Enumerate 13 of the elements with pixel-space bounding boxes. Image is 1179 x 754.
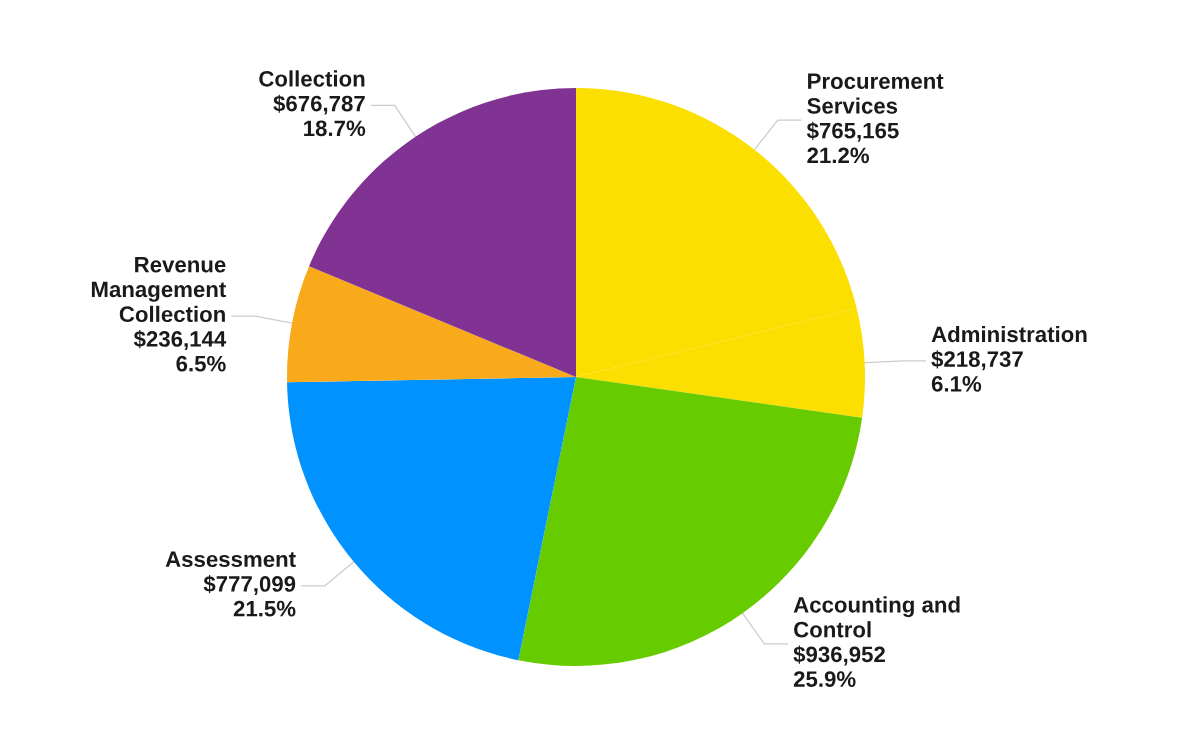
slice-label: Revenue Management Collection [91,256,226,323]
data-label: $765,165 21.2% [806,121,899,164]
slice-label: Procurement Services [807,73,944,114]
data-label: $936,952 25.9% [793,645,885,687]
data-label: $676,787 18.7% [273,94,366,137]
slice-label: Assessment [165,551,296,568]
slice-label: Collection [259,70,365,87]
slice-label: Administration [931,325,1087,343]
data-label: $218,737 6.1% [931,350,1023,392]
data-label: $236,144 6.5% [133,330,227,372]
pie-slice [287,266,576,383]
slice-label: Accounting and Control [793,596,960,638]
data-label: $777,099 21.5% [203,575,296,617]
